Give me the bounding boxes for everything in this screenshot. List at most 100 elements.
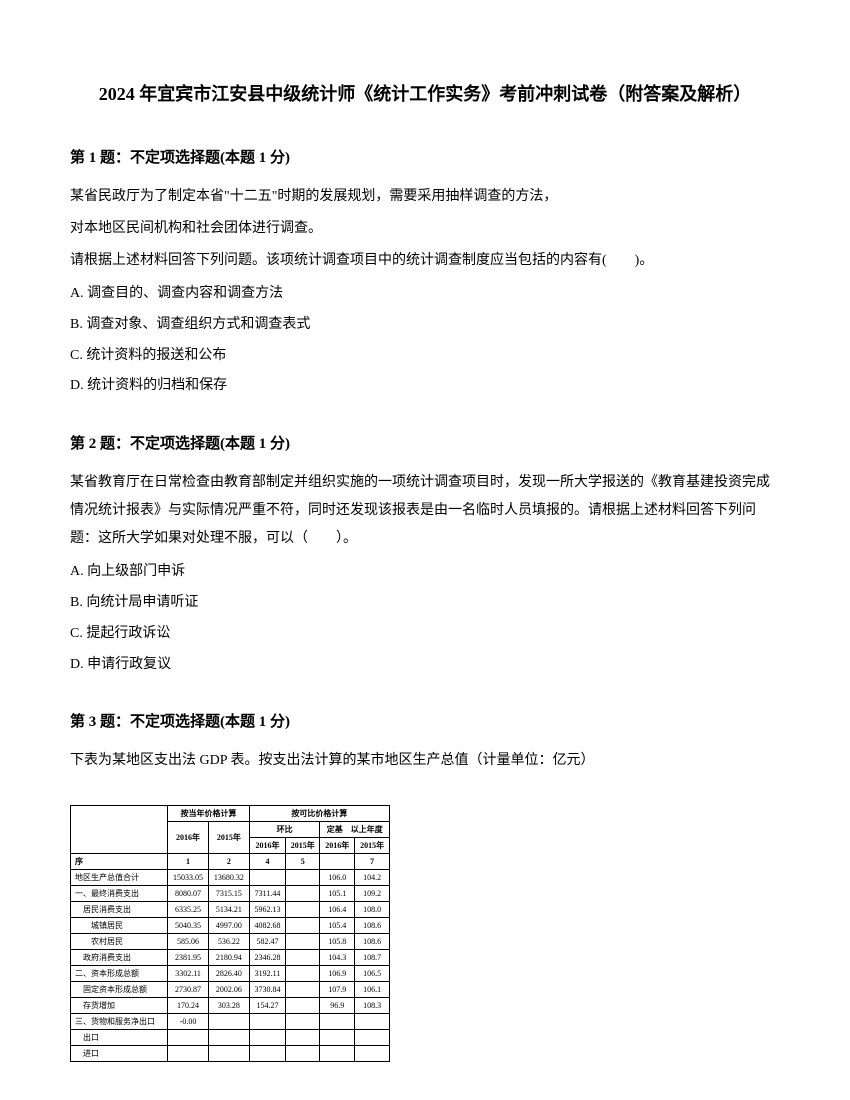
question-1-line2: 对本地区民间机构和社会团体进行调查。 — [70, 215, 780, 243]
table-cell: 536.22 — [208, 934, 249, 950]
table-cell: 108.6 — [355, 918, 390, 934]
question-1-option-b: B. 调查对象、调查组织方式和调查表式 — [70, 310, 780, 341]
table-cell: -0.00 — [168, 1014, 209, 1030]
table-cell: 4997.00 — [208, 918, 249, 934]
row-label-cell: 进口 — [71, 1046, 168, 1062]
table-cell: 108.0 — [355, 902, 390, 918]
table-row: 二、资本形成总额3302.112826.403192.11106.9106.5 — [71, 966, 390, 982]
question-2-option-c: C. 提起行政诉讼 — [70, 619, 780, 650]
table-cell: 106.4 — [320, 902, 355, 918]
table-corner — [71, 806, 168, 854]
question-1-option-c: C. 统计资料的报送和公布 — [70, 341, 780, 372]
table-row: 政府消费支出2381.952180.942346.28104.3108.7 — [71, 950, 390, 966]
table-cell: 107.9 — [320, 982, 355, 998]
table-cell: 108.7 — [355, 950, 390, 966]
question-1: 第 1 题：不定项选择题(本题 1 分) 某省民政厅为了制定本省"十二五"时期的… — [70, 146, 780, 402]
table-cell: 106.5 — [355, 966, 390, 982]
row-label-cell: 居民消费支出 — [71, 902, 168, 918]
table-cell — [286, 934, 320, 950]
table-cell: 104.2 — [355, 870, 390, 886]
col-num-3: 4 — [249, 854, 285, 870]
table-cell: 170.24 — [168, 998, 209, 1014]
table-cell: 6335.25 — [168, 902, 209, 918]
table-cell: 2730.87 — [168, 982, 209, 998]
table-cell — [320, 1030, 355, 1046]
row-label-cell: 政府消费支出 — [71, 950, 168, 966]
row-label-header: 序 — [71, 854, 168, 870]
table-cell: 108.6 — [355, 934, 390, 950]
table-cell: 7311.44 — [249, 886, 285, 902]
table-cell: 2346.28 — [249, 950, 285, 966]
gdp-table: 按当年价格计算 按可比价格计算 2016年 2015年 环比 定基 以上年度 2… — [70, 805, 390, 1062]
table-cell — [286, 1030, 320, 1046]
table-row: 进口 — [71, 1046, 390, 1062]
question-3: 第 3 题：不定项选择题(本题 1 分) 下表为某地区支出法 GDP 表。按支出… — [70, 710, 780, 1062]
table-cell — [286, 886, 320, 902]
table-cell — [249, 870, 285, 886]
col-num-1: 1 — [168, 854, 209, 870]
table-cell — [249, 1030, 285, 1046]
col-num-2: 2 — [208, 854, 249, 870]
table-row: 三、货物和服务净出口-0.00 — [71, 1014, 390, 1030]
col-sub1: 环比 — [249, 822, 320, 838]
table-cell: 13680.32 — [208, 870, 249, 886]
table-cell: 106.9 — [320, 966, 355, 982]
table-cell — [168, 1030, 209, 1046]
table-cell — [208, 1030, 249, 1046]
table-cell — [208, 1014, 249, 1030]
table-cell: 5040.35 — [168, 918, 209, 934]
table-cell — [249, 1014, 285, 1030]
table-cell: 15033.05 — [168, 870, 209, 886]
table-cell — [286, 982, 320, 998]
table-cell: 2180.94 — [208, 950, 249, 966]
col-num-6: 7 — [355, 854, 390, 870]
table-cell: 585.06 — [168, 934, 209, 950]
table-cell: 154.27 — [249, 998, 285, 1014]
table-row: 城镇居民5040.354997.004082.68105.4108.6 — [71, 918, 390, 934]
table-cell — [286, 902, 320, 918]
col-2016: 2016年 — [168, 822, 209, 854]
table-cell — [286, 966, 320, 982]
col-group-1: 按当年价格计算 — [168, 806, 250, 822]
table-cell — [286, 1046, 320, 1062]
question-2-header: 第 2 题：不定项选择题(本题 1 分) — [70, 432, 780, 453]
gdp-table-container: 按当年价格计算 按可比价格计算 2016年 2015年 环比 定基 以上年度 2… — [70, 805, 780, 1062]
table-cell — [355, 1014, 390, 1030]
table-cell: 3730.84 — [249, 982, 285, 998]
col-sub2: 定基 以上年度 — [320, 822, 390, 838]
col-num-4: 5 — [286, 854, 320, 870]
col-sub-2015a: 2015年 — [286, 838, 320, 854]
table-cell: 105.8 — [320, 934, 355, 950]
table-cell — [355, 1030, 390, 1046]
question-3-header: 第 3 题：不定项选择题(本题 1 分) — [70, 710, 780, 731]
table-cell: 105.4 — [320, 918, 355, 934]
table-cell: 96.9 — [320, 998, 355, 1014]
table-cell: 5962.13 — [249, 902, 285, 918]
col-2015: 2015年 — [208, 822, 249, 854]
table-cell: 105.1 — [320, 886, 355, 902]
row-label-cell: 二、资本形成总额 — [71, 966, 168, 982]
table-cell: 2826.40 — [208, 966, 249, 982]
table-cell: 106.0 — [320, 870, 355, 886]
question-1-header: 第 1 题：不定项选择题(本题 1 分) — [70, 146, 780, 167]
table-row: 出口 — [71, 1030, 390, 1046]
col-num-5 — [320, 854, 355, 870]
col-group-2: 按可比价格计算 — [249, 806, 389, 822]
row-label-cell: 农村居民 — [71, 934, 168, 950]
table-cell: 5134.21 — [208, 902, 249, 918]
question-3-text: 下表为某地区支出法 GDP 表。按支出法计算的某市地区生产总值（计量单位：亿元） — [70, 747, 780, 775]
table-cell — [249, 1046, 285, 1062]
table-row: 地区生产总值合计15033.0513680.32 106.0104.2 — [71, 870, 390, 886]
table-cell — [286, 918, 320, 934]
page-title: 2024 年宜宾市江安县中级统计师《统计工作实务》考前冲刺试卷（附答案及解析） — [70, 80, 780, 106]
row-label-cell: 地区生产总值合计 — [71, 870, 168, 886]
table-cell — [286, 998, 320, 1014]
question-1-option-a: A. 调查目的、调查内容和调查方法 — [70, 279, 780, 310]
table-cell: 3192.11 — [249, 966, 285, 982]
row-label-cell: 三、货物和服务净出口 — [71, 1014, 168, 1030]
table-cell: 582.47 — [249, 934, 285, 950]
question-2-option-d: D. 申请行政复议 — [70, 650, 780, 681]
row-label-cell: 城镇居民 — [71, 918, 168, 934]
row-label-cell: 出口 — [71, 1030, 168, 1046]
table-row: 农村居民585.06536.22582.47 105.8108.6 — [71, 934, 390, 950]
